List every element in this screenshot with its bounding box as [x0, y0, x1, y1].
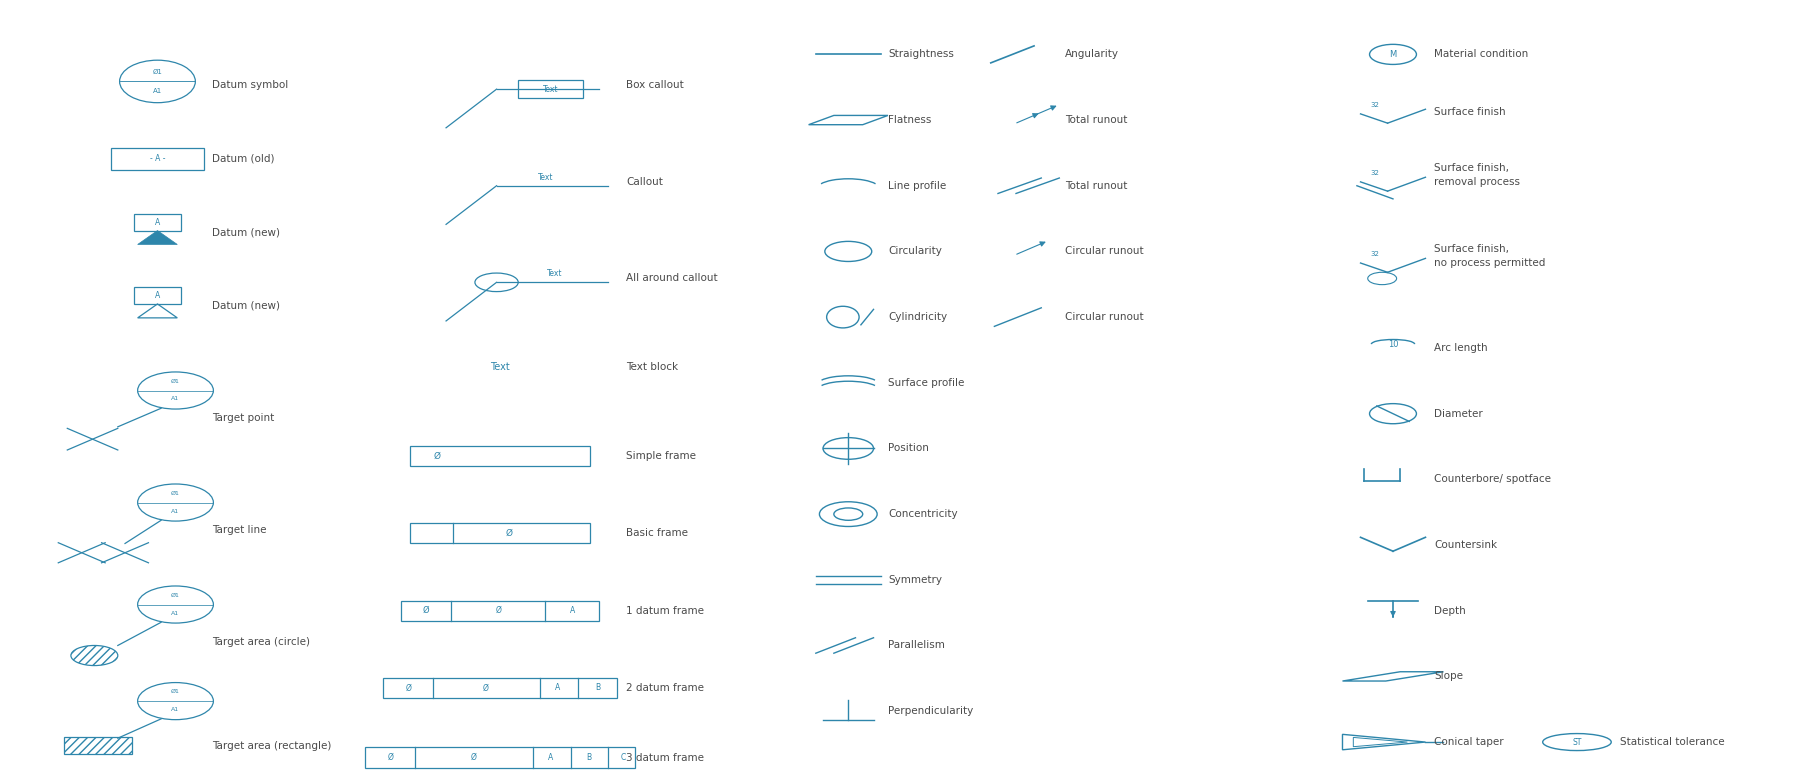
Text: Perpendicularity: Perpendicularity [888, 706, 973, 716]
Text: Symmetry: Symmetry [888, 575, 942, 585]
Text: Target area (circle): Target area (circle) [212, 637, 310, 647]
Text: ST: ST [1573, 737, 1582, 747]
Text: Basic frame: Basic frame [627, 529, 689, 538]
Text: 2 datum frame: 2 datum frame [627, 683, 705, 693]
Text: Circularity: Circularity [888, 247, 942, 256]
Text: Ø: Ø [482, 683, 489, 693]
Text: Concentricity: Concentricity [888, 509, 957, 519]
Text: Ø: Ø [495, 606, 502, 615]
Text: Datum (new): Datum (new) [212, 301, 279, 311]
Text: Parallelism: Parallelism [888, 640, 944, 651]
Text: A: A [154, 218, 159, 226]
Text: B: B [585, 753, 591, 762]
Text: Ø: Ø [433, 451, 440, 461]
Text: Ø: Ø [469, 753, 477, 762]
Text: Datum (new): Datum (new) [212, 227, 279, 237]
Text: Slope: Slope [1435, 672, 1464, 681]
Text: Total runout: Total runout [1065, 180, 1127, 191]
Text: Flatness: Flatness [888, 115, 931, 125]
Text: - A -: - A - [150, 154, 165, 163]
Polygon shape [138, 230, 178, 244]
Text: Countersink: Countersink [1435, 540, 1497, 550]
Text: Circular runout: Circular runout [1065, 247, 1143, 256]
Text: Ø: Ø [506, 529, 513, 538]
Text: Circular runout: Circular runout [1065, 312, 1143, 322]
Text: A: A [554, 683, 560, 693]
Text: A: A [547, 753, 553, 762]
Text: C: C [620, 753, 625, 762]
Text: A1: A1 [172, 707, 179, 712]
Text: Ø: Ø [388, 753, 393, 762]
Text: Ø1: Ø1 [152, 69, 163, 74]
Text: Surface profile: Surface profile [888, 378, 964, 388]
Text: Datum symbol: Datum symbol [212, 80, 288, 91]
Text: Arc length: Arc length [1435, 343, 1488, 353]
Text: A: A [569, 606, 574, 615]
Text: Angularity: Angularity [1065, 49, 1118, 59]
Text: Box callout: Box callout [627, 80, 685, 91]
Text: Surface finish,: Surface finish, [1435, 244, 1509, 254]
Text: Ø: Ø [406, 683, 411, 693]
Text: B: B [594, 683, 600, 693]
Text: Ø1: Ø1 [170, 490, 179, 496]
Text: Datum (old): Datum (old) [212, 154, 274, 164]
Text: Target area (rectangle): Target area (rectangle) [212, 741, 332, 751]
Text: Text: Text [547, 269, 562, 277]
Text: Counterbore/ spotface: Counterbore/ spotface [1435, 474, 1551, 484]
Text: Ø: Ø [422, 606, 429, 615]
Text: A1: A1 [172, 397, 179, 401]
Text: no process permitted: no process permitted [1435, 258, 1546, 268]
Text: Conical taper: Conical taper [1435, 737, 1504, 747]
Text: Total runout: Total runout [1065, 115, 1127, 125]
Text: Diameter: Diameter [1435, 408, 1484, 419]
Text: Cylindricity: Cylindricity [888, 312, 948, 322]
Text: 1 datum frame: 1 datum frame [627, 606, 705, 615]
Text: Ø1: Ø1 [170, 690, 179, 694]
Text: Text: Text [544, 84, 558, 94]
Text: Line profile: Line profile [888, 180, 946, 191]
Text: Surface finish: Surface finish [1435, 107, 1506, 117]
Text: A1: A1 [172, 508, 179, 514]
Text: 10: 10 [1388, 341, 1399, 349]
Text: Callout: Callout [627, 177, 663, 187]
Text: All around callout: All around callout [627, 273, 718, 284]
Text: 32: 32 [1370, 251, 1379, 257]
Text: Target point: Target point [212, 412, 274, 423]
Text: Text: Text [538, 173, 553, 182]
Text: Text block: Text block [627, 362, 678, 373]
Text: A1: A1 [172, 611, 179, 615]
Text: Material condition: Material condition [1435, 49, 1529, 59]
Text: A1: A1 [152, 87, 161, 94]
Text: Surface finish,: Surface finish, [1435, 163, 1509, 173]
Text: M: M [1390, 50, 1397, 59]
Text: Depth: Depth [1435, 606, 1466, 615]
Text: Text: Text [491, 362, 509, 373]
Text: 32: 32 [1370, 169, 1379, 176]
Text: Statistical tolerance: Statistical tolerance [1620, 737, 1725, 747]
Text: Simple frame: Simple frame [627, 451, 696, 461]
Text: 32: 32 [1370, 102, 1379, 108]
Text: Position: Position [888, 444, 930, 454]
Text: Straightness: Straightness [888, 49, 953, 59]
Text: Ø1: Ø1 [170, 593, 179, 597]
Text: removal process: removal process [1435, 177, 1520, 187]
Text: A: A [154, 291, 159, 300]
Text: 3 datum frame: 3 datum frame [627, 753, 705, 762]
Text: Ø1: Ø1 [170, 379, 179, 383]
Text: Target line: Target line [212, 525, 266, 534]
